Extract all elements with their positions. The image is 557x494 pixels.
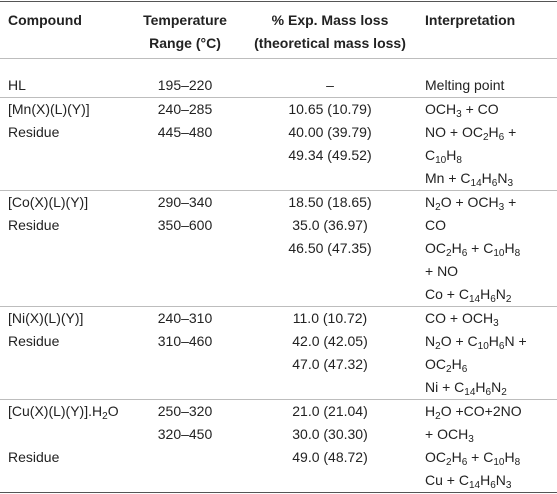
interpretation-cell: CO bbox=[425, 217, 446, 233]
compound-cell: Residue bbox=[8, 333, 60, 349]
interpretation-cell: NO + OC2H6 + bbox=[425, 124, 517, 143]
row-separator bbox=[0, 492, 557, 493]
mass-loss-cell: 30.0 (30.30) bbox=[292, 426, 368, 442]
interpretation-cell: Co + C14H6N2 bbox=[425, 286, 512, 305]
mass-loss-cell: 47.0 (47.32) bbox=[292, 356, 368, 372]
mass-loss-cell: 18.50 (18.65) bbox=[288, 194, 372, 210]
temperature-cell: 240–285 bbox=[157, 101, 213, 117]
mass-loss-cell: 49.34 (49.52) bbox=[288, 147, 372, 163]
row-separator bbox=[0, 306, 557, 307]
interpretation-cell: Mn + C14H6N3 bbox=[425, 170, 514, 189]
temperature-cell: 250–320 bbox=[157, 403, 213, 419]
temperature-cell: 445–480 bbox=[157, 124, 213, 140]
interpretation-cell: + NO bbox=[425, 263, 459, 279]
interpretation-cell: OC2H6 bbox=[425, 356, 468, 375]
interpretation-cell: OC2H6 + C10H8 bbox=[425, 449, 521, 468]
temperature-cell: 320–450 bbox=[157, 426, 213, 442]
header-cell: (theoretical mass loss) bbox=[254, 35, 406, 51]
row-separator bbox=[0, 97, 557, 98]
row-separator bbox=[0, 190, 557, 191]
interpretation-cell: + OCH3 bbox=[425, 426, 474, 445]
mass-loss-cell: 35.0 (36.97) bbox=[292, 217, 368, 233]
row-separator bbox=[0, 1, 557, 2]
mass-loss-cell: 40.00 (39.79) bbox=[288, 124, 372, 140]
mass-loss-cell: 49.0 (48.72) bbox=[292, 449, 368, 465]
compound-cell: [Ni(X)(L)(Y)] bbox=[8, 310, 84, 326]
temperature-cell: 290–340 bbox=[157, 194, 213, 210]
interpretation-cell: Melting point bbox=[425, 77, 505, 93]
interpretation-cell: OC2H6 + C10H8 bbox=[425, 240, 521, 259]
mass-loss-cell: 10.65 (10.79) bbox=[288, 101, 372, 117]
compound-cell: Residue bbox=[8, 217, 60, 233]
temperature-cell: 240–310 bbox=[157, 310, 213, 326]
compound-cell: [Mn(X)(L)(Y)] bbox=[8, 101, 90, 117]
compound-cell: HL bbox=[8, 77, 26, 93]
compound-cell: Residue bbox=[8, 124, 60, 140]
mass-loss-cell: 42.0 (42.05) bbox=[292, 333, 368, 349]
header-cell: Temperature bbox=[143, 12, 227, 28]
header-cell: Compound bbox=[8, 12, 82, 28]
header-cell: % Exp. Mass loss bbox=[271, 12, 389, 28]
compound-cell: Residue bbox=[8, 449, 60, 465]
mass-loss-cell: – bbox=[326, 77, 334, 93]
temperature-cell: 310–460 bbox=[157, 333, 213, 349]
interpretation-cell: OCH3 + CO bbox=[425, 101, 499, 120]
interpretation-cell: N2O + OCH3 + bbox=[425, 194, 517, 213]
mass-loss-cell: 21.0 (21.04) bbox=[292, 403, 368, 419]
compound-cell: [Cu(X)(L)(Y)].H2O bbox=[8, 403, 119, 422]
header-cell: Interpretation bbox=[425, 12, 516, 28]
header-cell: Range (°C) bbox=[149, 35, 221, 51]
row-separator bbox=[0, 399, 557, 400]
interpretation-cell: Ni + C14H6N2 bbox=[425, 379, 507, 398]
row-separator bbox=[0, 58, 557, 59]
temperature-cell: 350–600 bbox=[157, 217, 213, 233]
interpretation-cell: CO + OCH3 bbox=[425, 310, 499, 329]
compound-cell: [Co(X)(L)(Y)] bbox=[8, 194, 89, 210]
interpretation-cell: N2O + C10H6N + bbox=[425, 333, 527, 352]
mass-loss-cell: 46.50 (47.35) bbox=[288, 240, 372, 256]
interpretation-cell: Cu + C14H6N3 bbox=[425, 472, 512, 491]
temperature-cell: 195–220 bbox=[157, 77, 213, 93]
mass-loss-cell: 11.0 (10.72) bbox=[292, 310, 368, 326]
interpretation-cell: C10H8 bbox=[425, 147, 462, 166]
interpretation-cell: H2O +CO+2NO bbox=[425, 403, 522, 422]
